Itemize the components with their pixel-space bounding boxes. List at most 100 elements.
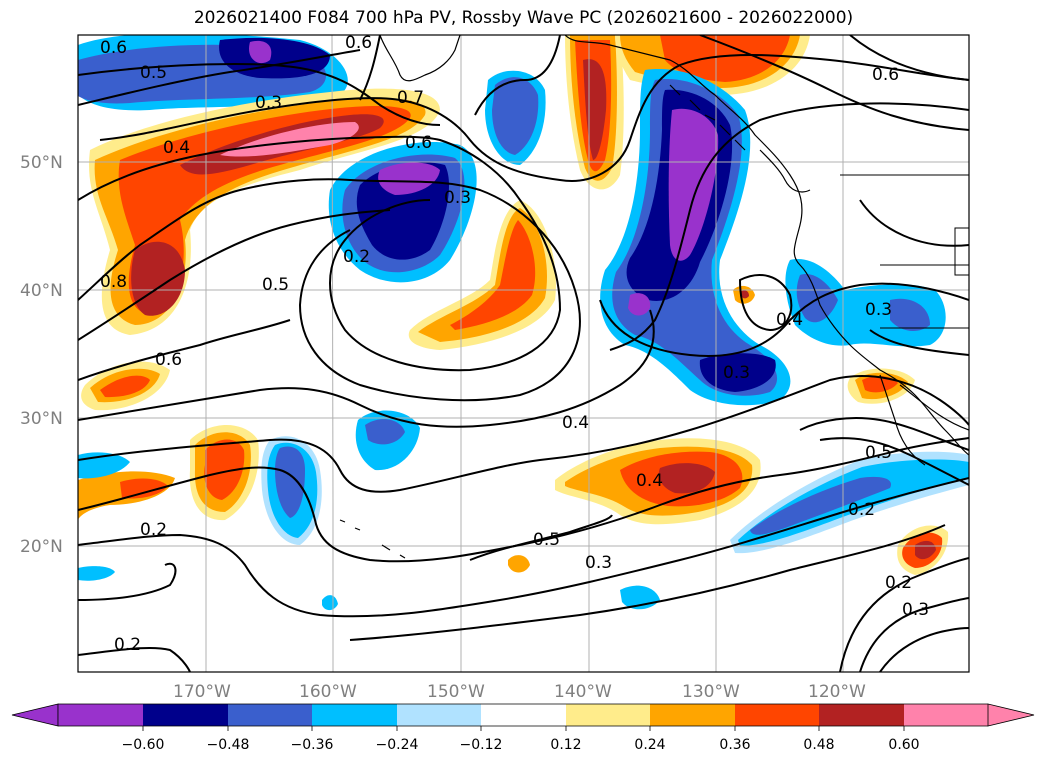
pv-contour (879, 627, 969, 672)
contour-label: 0.5 (865, 443, 892, 463)
pv-contour (819, 437, 969, 486)
colorbar-swatch (819, 704, 904, 726)
colorbar-swatch (312, 704, 397, 726)
pv-contour (849, 35, 969, 81)
colorbar-swatch (397, 704, 481, 726)
pv-contour (599, 282, 969, 357)
pv-contour (78, 178, 581, 402)
pv-contour (474, 35, 561, 116)
pv-contour (78, 309, 655, 428)
pv-contour (359, 35, 381, 101)
contour-label: 0.4 (163, 138, 190, 158)
colorbar-swatch (481, 704, 566, 726)
colorbar-tick-label: −0.48 (207, 737, 250, 753)
pv-contour (78, 375, 969, 493)
colorbar-swatch (143, 704, 228, 726)
lat-label-40n: 40°N (20, 281, 63, 301)
contour-label: 0.2 (885, 573, 912, 593)
fill-positive-region (118, 106, 411, 315)
fill-negative-region (699, 353, 776, 392)
contour-label: 0.4 (636, 471, 663, 491)
anomaly-fill-layer (78, 35, 969, 611)
coastline-baja (879, 374, 926, 466)
colorbar-swatch (11, 703, 59, 727)
contour-label: 0.3 (444, 188, 471, 208)
contour-label: 0.3 (255, 93, 282, 113)
contour-label: 0.6 (872, 65, 899, 85)
pv-contour (99, 54, 969, 182)
colorbar: −0.60 −0.48 −0.36 −0.24 −0.12 0.12 0.24 … (11, 703, 1035, 753)
fill-negative-region (890, 298, 930, 332)
fill-positive-region (658, 463, 715, 494)
colorbar-ticks (142, 726, 905, 731)
contour-label: 0.3 (723, 363, 750, 383)
fill-positive-region (508, 555, 530, 573)
pv-contour (78, 646, 191, 672)
colorbar-swatch (58, 704, 143, 726)
pv-contour (78, 49, 361, 106)
colorbar-swatch (735, 704, 819, 726)
pv-contour (78, 477, 969, 618)
pv-contour (839, 557, 969, 672)
pv-contours (78, 35, 969, 672)
graticule (78, 35, 969, 672)
contour-label: 0.2 (140, 520, 167, 540)
fill-negative-region (78, 566, 115, 581)
contour-label: 0.5 (533, 530, 560, 550)
pv-contour (859, 199, 969, 247)
colorbar-swatch (987, 703, 1035, 727)
contour-label: 0.8 (100, 272, 127, 292)
colorbar-tick-labels: −0.60 −0.48 −0.36 −0.24 −0.12 0.12 0.24 … (122, 737, 920, 753)
colorbar-tick-label: −0.36 (291, 737, 334, 753)
coastlines (339, 35, 969, 559)
pv-contour (78, 319, 291, 381)
pv-contour (78, 437, 969, 563)
contour-label: 0.7 (397, 88, 424, 108)
pv-contour (699, 35, 969, 131)
fill-positive-region (660, 35, 790, 82)
fill-negative-region (249, 40, 272, 64)
colorbar-tick-label: 0.12 (550, 737, 581, 753)
pv-contour (869, 329, 969, 356)
lon-label-150w: 150°W (427, 682, 485, 702)
lon-label-170w: 170°W (173, 682, 231, 702)
pv-contour (859, 597, 969, 672)
contour-label: 0.2 (343, 247, 370, 267)
colorbar-tick-label: −0.12 (460, 737, 503, 753)
contour-label: 0.5 (262, 275, 289, 295)
fill-positive-region (915, 540, 936, 560)
pv-contour (609, 102, 969, 351)
lon-label-120w: 120°W (808, 682, 866, 702)
coastline-vancouver-island (759, 149, 811, 193)
political-boundary (840, 174, 969, 329)
fill-negative-region (738, 459, 969, 546)
lon-label-130w: 130°W (682, 682, 740, 702)
contour-label: 0.6 (345, 33, 372, 53)
coastline-islands (669, 84, 746, 151)
contour-label: 0.3 (585, 553, 612, 573)
colorbar-tick-label: −0.24 (376, 737, 419, 753)
contour-label: 0.2 (848, 500, 875, 520)
coastline-north-america (564, 35, 969, 456)
colorbar-swatch (566, 704, 650, 726)
fill-negative-region (668, 108, 719, 261)
lat-label-20n: 20°N (20, 537, 63, 557)
contour-label: 0.6 (405, 133, 432, 153)
colorbar-tick-label: −0.60 (122, 737, 165, 753)
colorbar-tick-label: 0.48 (803, 737, 834, 753)
pv-contour (78, 135, 562, 372)
contour-label: 0.3 (902, 600, 929, 620)
coastline-hawaii (339, 519, 406, 559)
contour-label-layer: 0.6 0.5 0.3 0.6 0.7 0.4 0.6 0.3 0.2 0.5 … (100, 33, 929, 655)
lon-label-160w: 160°W (299, 682, 357, 702)
pv-contour (78, 209, 391, 341)
fill-negative-region (378, 162, 440, 195)
coastline-gulf-california (899, 384, 969, 431)
pv-contour (78, 562, 177, 601)
fill-positive-region (120, 478, 168, 499)
contour-label: 0.6 (100, 38, 127, 58)
contour-label: 0.4 (562, 413, 589, 433)
fill-positive-region (100, 375, 150, 398)
pv-contour (78, 63, 441, 126)
